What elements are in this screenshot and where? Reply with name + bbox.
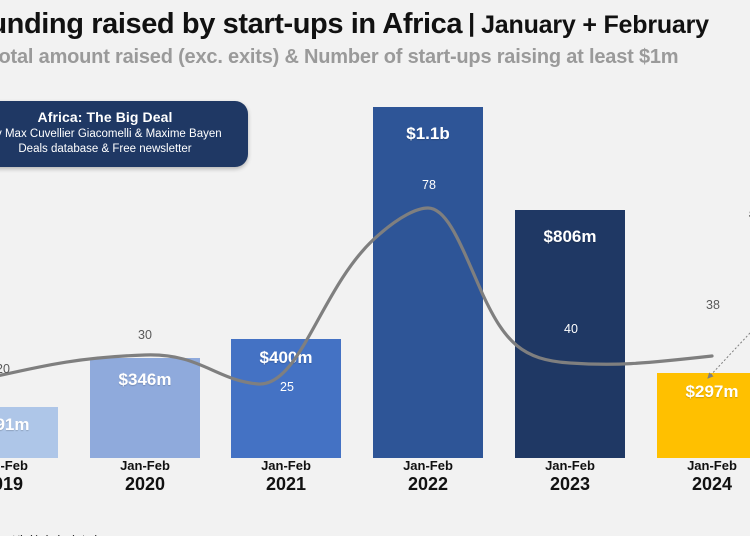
chart-title: Funding raised by start-ups in Africa | Ja… bbox=[0, 8, 750, 41]
x-tick-year-2022: 2022 bbox=[407, 474, 449, 494]
x-tick-year-2021: 2021 bbox=[265, 474, 307, 494]
x-tick-2021: Jan-Feb 2021 bbox=[231, 458, 341, 495]
title-period-text: January + February bbox=[481, 11, 709, 39]
x-tick-period-2021: Jan-Feb bbox=[261, 458, 311, 473]
chart-subtitle: Total amount raised (exc. exits) & Numbe… bbox=[0, 46, 679, 68]
deal-count-2020: 30 bbox=[138, 328, 152, 342]
annotation-line-1: Number of bbox=[700, 196, 750, 209]
brand-name: Africa: The Big Deal bbox=[37, 109, 173, 125]
x-tick-period-2023: Jan-Feb bbox=[545, 458, 595, 473]
bar-value-2022: $1.1b bbox=[406, 124, 450, 143]
bar-2024: $297m bbox=[657, 373, 750, 458]
deal-count-2021: 25 bbox=[280, 380, 294, 394]
x-tick-year-2023: 2023 bbox=[549, 474, 591, 494]
title-main-text: Funding raised by start-ups in Africa bbox=[0, 8, 463, 40]
x-tick-2022: Jan-Feb 2022 bbox=[373, 458, 483, 495]
x-tick-period-2019: Jan-Feb bbox=[0, 458, 28, 473]
footer-newsletter-prefix: Subscribe to our free newsletter at bbox=[0, 533, 17, 536]
deal-count-2019: 20 bbox=[0, 362, 10, 376]
x-tick-2019: Jan-Feb 2019 bbox=[0, 458, 58, 495]
x-tick-year-2019: 2019 bbox=[0, 474, 24, 494]
x-tick-2020: Jan-Feb 2020 bbox=[90, 458, 200, 495]
annotation-text: Number of $1m+ deals raised by start-ups… bbox=[700, 196, 750, 246]
x-tick-period-2020: Jan-Feb bbox=[120, 458, 170, 473]
plot-area: $191m $346m $400m $1.1b $806m $297m 20 3… bbox=[0, 90, 750, 458]
x-tick-2024: Jan-Feb 2024 bbox=[657, 458, 750, 495]
bar-value-2021: $400m bbox=[259, 348, 313, 367]
bar-value-2023: $806m bbox=[543, 227, 597, 246]
x-tick-period-2024: Jan-Feb bbox=[687, 458, 737, 473]
bar-2021: $400m bbox=[231, 339, 341, 458]
bar-2019: $191m bbox=[0, 407, 58, 458]
annotation-line-2: $1m+ deals raised bbox=[700, 209, 750, 222]
bar-value-2019: $191m bbox=[0, 415, 30, 434]
bar-2020: $346m bbox=[90, 358, 200, 458]
deal-count-2022: 78 bbox=[422, 178, 436, 192]
x-tick-2023: Jan-Feb 2023 bbox=[515, 458, 625, 495]
brand-authors: By Max Cuvellier Giacomelli & Maxime Bay… bbox=[0, 128, 222, 140]
x-tick-year-2024: 2024 bbox=[691, 474, 733, 494]
annotation-line-3: by start-ups bbox=[700, 221, 750, 234]
annotation-line-4: during the period bbox=[700, 234, 750, 247]
x-tick-period-2022: Jan-Feb bbox=[403, 458, 453, 473]
brand-badge: Africa: The Big Deal By Max Cuvellier Gi… bbox=[0, 101, 248, 167]
bar-2022: $1.1b bbox=[373, 107, 483, 458]
footer-newsletter-line: Subscribe to our free newsletter at theb… bbox=[0, 533, 118, 536]
footer-newsletter-link[interactable]: thebigdeal.substack.com bbox=[17, 533, 119, 536]
deal-count-2023: 40 bbox=[564, 322, 578, 336]
x-axis: Jan-Feb 2019 Jan-Feb 2020 Jan-Feb 2021 J… bbox=[0, 458, 750, 502]
deal-count-2024: 38 bbox=[706, 298, 720, 312]
brand-tagline: Deals database & Free newsletter bbox=[18, 143, 192, 155]
bar-value-2020: $346m bbox=[118, 370, 172, 389]
x-tick-year-2020: 2020 bbox=[124, 474, 166, 494]
footer: Subscribe to our free newsletter at theb… bbox=[0, 533, 750, 536]
annotation-arrow bbox=[707, 332, 750, 379]
bar-value-2024: $297m bbox=[685, 382, 739, 401]
title-separator: | bbox=[468, 9, 476, 37]
